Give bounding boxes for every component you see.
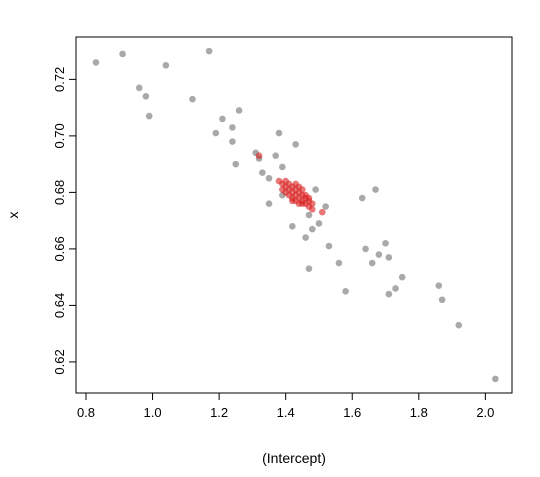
sample-point xyxy=(275,129,283,137)
highlight-point xyxy=(255,152,263,159)
sample-point xyxy=(92,59,100,66)
highlight-point xyxy=(309,200,316,207)
y-tick-label: 0.68 xyxy=(52,180,67,205)
sample-point xyxy=(212,129,220,137)
sample-point xyxy=(385,254,393,261)
y-tick-label: 0.70 xyxy=(52,123,67,148)
highlight-point xyxy=(318,208,326,216)
sample-point xyxy=(302,234,309,241)
y-tick-label: 0.62 xyxy=(52,349,67,374)
x-tick-label: 0.8 xyxy=(77,405,95,420)
sample-point xyxy=(392,285,399,292)
highlight-point xyxy=(279,186,286,193)
x-tick-label: 1.8 xyxy=(410,405,428,420)
sample-point xyxy=(189,95,196,103)
sample-point xyxy=(305,265,313,272)
sample-point xyxy=(335,259,343,267)
sample-point xyxy=(455,321,463,329)
sample-point xyxy=(232,160,240,168)
sample-point xyxy=(162,61,170,69)
sample-point xyxy=(492,375,499,383)
x-tick-label: 1.2 xyxy=(210,405,228,420)
highlight-point xyxy=(289,197,296,205)
y-tick-label: 0.66 xyxy=(52,236,67,261)
sample-point xyxy=(272,152,279,159)
sample-point xyxy=(375,251,383,258)
plot-frame xyxy=(75,36,513,394)
sample-point xyxy=(259,169,266,176)
sample-point xyxy=(235,107,243,114)
sample-point xyxy=(135,84,143,92)
highlight-point xyxy=(299,186,306,193)
sample-point xyxy=(398,273,406,281)
x-tick-label: 2.0 xyxy=(476,405,494,420)
sample-point xyxy=(289,223,296,230)
sample-point xyxy=(312,186,319,193)
y-tick-label: 0.64 xyxy=(52,293,67,318)
sample-point xyxy=(145,112,153,120)
x-axis-title: (Intercept) xyxy=(262,450,326,466)
sample-point xyxy=(142,93,150,100)
x-tick-label: 1.6 xyxy=(343,405,361,420)
sample-point xyxy=(315,220,323,227)
highlight-point xyxy=(309,206,316,213)
sample-point xyxy=(368,259,376,267)
sample-point xyxy=(342,287,349,295)
sample-point xyxy=(229,124,236,131)
highlight-point xyxy=(285,191,293,199)
sample-point xyxy=(205,47,213,55)
sample-point xyxy=(325,242,333,250)
x-tick-label: 1.4 xyxy=(277,405,295,420)
sample-point xyxy=(292,141,299,148)
x-axis: 0.8 1.0 1.2 1.4 1.6 1.8 2.0 xyxy=(77,393,494,420)
sample-point xyxy=(438,296,446,304)
sample-point xyxy=(219,115,226,123)
sample-point xyxy=(279,163,286,171)
data-points xyxy=(92,47,499,383)
sample-point xyxy=(385,290,393,298)
sample-point xyxy=(362,245,369,253)
highlight-point xyxy=(305,194,313,202)
highlight-point xyxy=(282,177,289,185)
highlight-point xyxy=(295,200,303,207)
sample-point xyxy=(305,211,313,219)
sample-point xyxy=(119,50,126,58)
y-axis-title: x xyxy=(5,212,21,219)
sample-point xyxy=(229,138,236,145)
sample-point xyxy=(435,282,443,289)
sample-point xyxy=(372,186,379,193)
highlight-point xyxy=(292,180,299,188)
sample-point xyxy=(382,239,389,247)
sample-point xyxy=(322,203,329,210)
sample-point xyxy=(309,225,316,233)
y-axis: 0.62 0.64 0.66 0.68 0.70 0.72 xyxy=(52,67,76,375)
sample-point xyxy=(358,194,366,202)
x-tick-label: 1.0 xyxy=(144,405,162,420)
sample-point xyxy=(265,200,273,207)
sample-point xyxy=(265,174,273,182)
y-tick-label: 0.72 xyxy=(52,67,67,92)
